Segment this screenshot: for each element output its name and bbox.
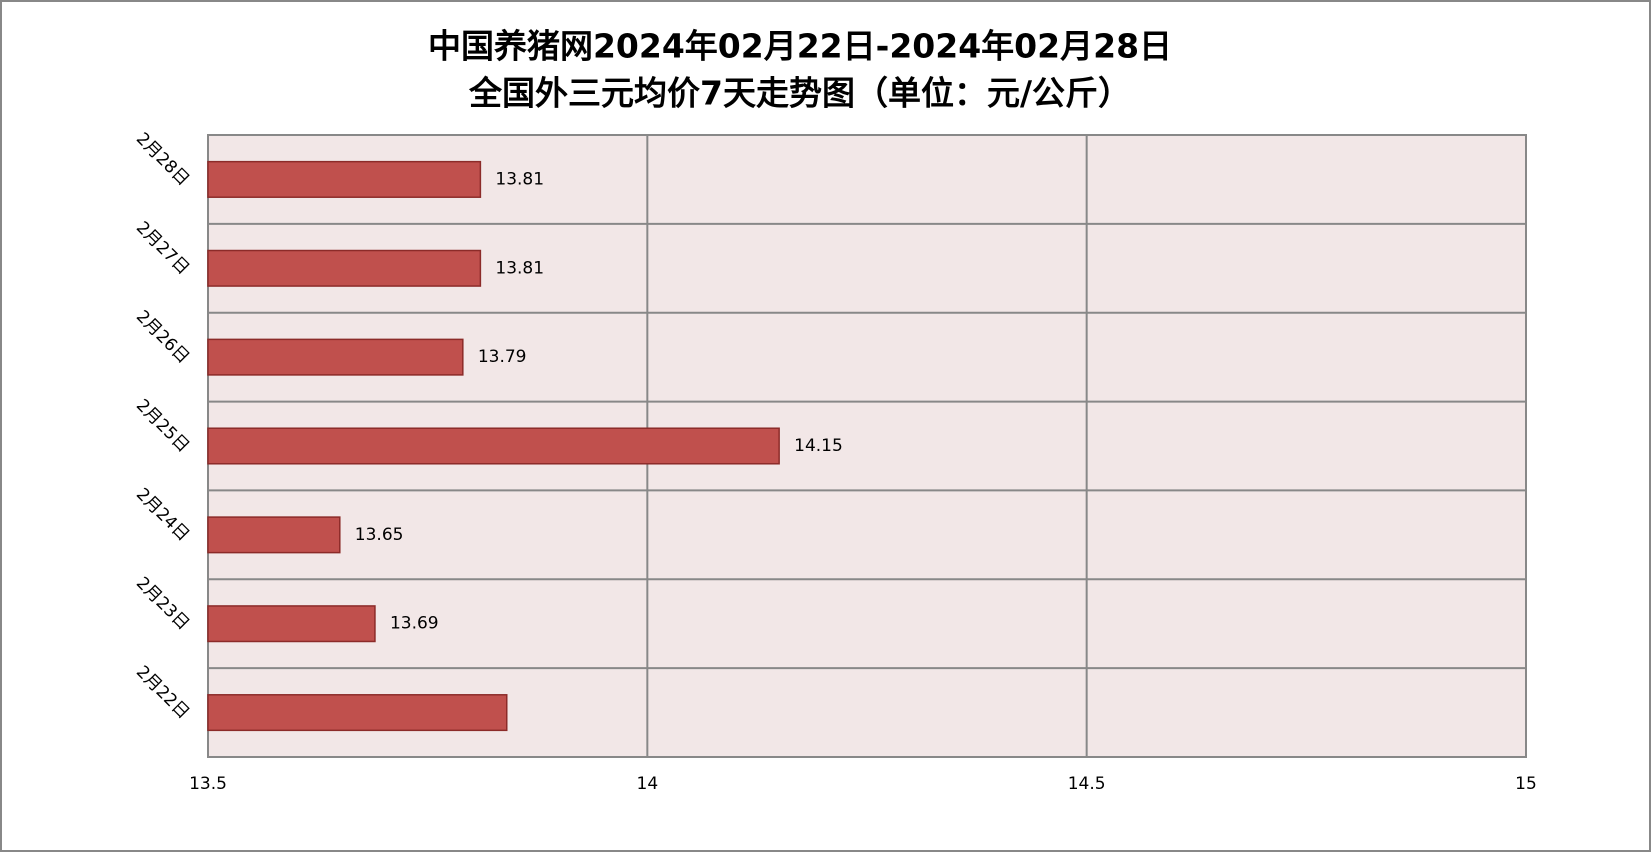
chart-title: 中国养猪网2024年02月22日-2024年02月28日 (428, 27, 1172, 66)
data-label: 13.81 (495, 258, 544, 278)
data-label: 13.65 (355, 525, 404, 545)
x-tick-label: 15 (1515, 774, 1537, 794)
bar (207, 160, 482, 198)
data-label: 13.69 (390, 614, 439, 634)
x-tick-label: 14.5 (1068, 774, 1106, 794)
bar (207, 605, 376, 643)
x-tick-label: 14 (637, 774, 659, 794)
data-label: 14.15 (794, 436, 843, 456)
bar (207, 249, 482, 287)
chart-title: 全国外三元均价7天走势图（单位：元/公斤） (468, 74, 1131, 113)
bar (207, 338, 464, 376)
bar (207, 427, 780, 465)
bar (207, 694, 508, 732)
data-label: 13.79 (478, 347, 527, 367)
bar (207, 516, 341, 554)
x-tick-label: 13.5 (189, 774, 227, 794)
data-label: 13.81 (495, 169, 544, 189)
